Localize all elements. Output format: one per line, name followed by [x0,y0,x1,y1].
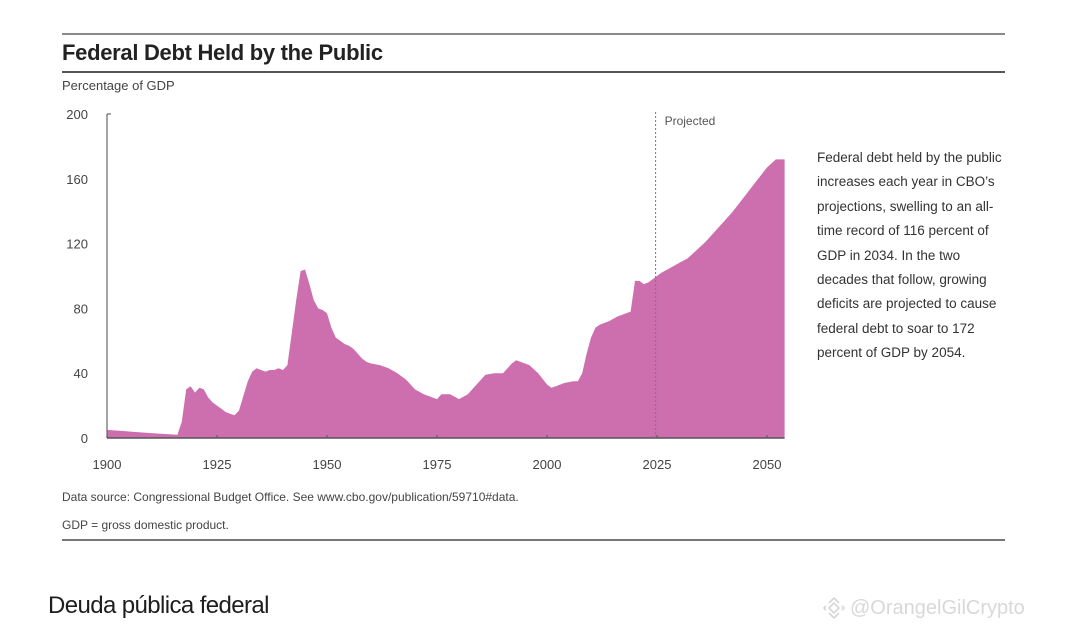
image-caption: Deuda pública federal [48,592,270,619]
y-tick-label: 40 [74,366,88,381]
projected-label: Projected [665,114,716,128]
data-source-note: Data source: Congressional Budget Office… [62,490,519,504]
watermark: @OrangelGilCrypto [822,596,1025,620]
y-axis-label: Percentage of GDP [62,78,175,93]
y-tick-label: 160 [66,172,88,187]
x-tick-label: 2000 [533,457,562,472]
bottom-rule [62,539,1005,541]
title-rule [62,71,1005,73]
y-tick-label: 80 [74,301,88,316]
top-rule [62,33,1005,35]
x-tick-label: 2050 [753,457,782,472]
y-tick-label: 200 [66,107,88,122]
x-tick-label: 1950 [313,457,342,472]
gdp-definition-note: GDP = gross domestic product. [62,518,229,532]
debt-area [107,159,785,438]
y-tick-label: 0 [81,431,88,446]
x-tick-label: 1900 [93,457,122,472]
chart-annotation: Federal debt held by the public increase… [817,150,1002,361]
x-tick-label: 1925 [203,457,232,472]
x-tick-label: 1975 [423,457,452,472]
y-tick-label: 120 [66,237,88,252]
watermark-text: @OrangelGilCrypto [850,596,1025,619]
x-tick-label: 2025 [643,457,672,472]
chart-title: Federal Debt Held by the Public [62,40,383,65]
binance-logo-icon [822,596,846,620]
